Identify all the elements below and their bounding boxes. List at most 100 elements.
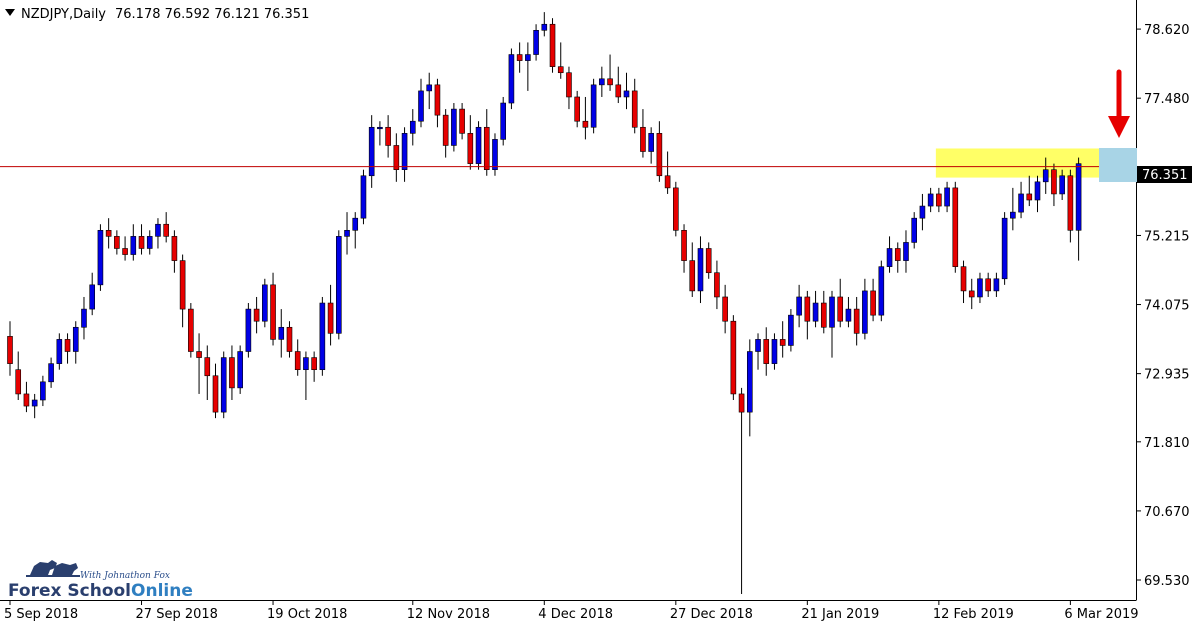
candle: [599, 66, 605, 97]
candle: [368, 115, 375, 188]
candle-body: [820, 302, 827, 328]
candle-body: [475, 126, 482, 164]
candle: [401, 127, 408, 182]
candle: [681, 224, 687, 273]
candle-body: [845, 308, 852, 322]
candle-body: [171, 236, 178, 261]
candle-body: [525, 54, 531, 61]
candle: [1001, 212, 1008, 285]
candle-body: [204, 357, 211, 377]
candle: [500, 96, 507, 146]
candle-body: [451, 108, 457, 146]
candle: [262, 278, 268, 328]
candle: [196, 333, 202, 394]
candle-body: [590, 84, 597, 128]
candle: [492, 133, 498, 176]
candle-body: [804, 296, 811, 322]
candle: [23, 381, 30, 413]
candle: [212, 363, 219, 419]
candle-body: [730, 320, 737, 395]
logo-wordmark: Forex SchoolOnline: [8, 581, 193, 601]
candle: [483, 109, 490, 176]
candle-body: [689, 260, 696, 292]
candle: [418, 78, 424, 128]
candle: [903, 230, 909, 273]
candle: [590, 78, 597, 134]
candle-body: [72, 326, 79, 352]
candle: [541, 12, 548, 37]
candle-body: [574, 96, 580, 122]
candle-body: [705, 248, 712, 274]
candle-body: [763, 339, 770, 364]
candle: [779, 321, 786, 358]
candle: [746, 339, 753, 437]
candle: [1059, 169, 1065, 200]
candle-body: [64, 339, 71, 352]
candle-body: [377, 126, 383, 130]
x-tick-label: 19 Oct 2018: [267, 607, 347, 622]
candle: [952, 181, 959, 273]
y-tick-label: 78.620: [1144, 23, 1190, 38]
candle: [146, 230, 153, 255]
bull-bear-logo-icon: [26, 560, 80, 577]
candle: [352, 212, 359, 249]
candle: [188, 303, 194, 358]
candle: [105, 218, 112, 249]
candle: [1026, 175, 1033, 207]
candle: [245, 303, 252, 358]
candle: [81, 296, 87, 340]
candle: [763, 327, 770, 376]
candle: [434, 78, 441, 128]
candle-body: [368, 126, 375, 177]
candle: [1034, 175, 1041, 213]
candle: [278, 309, 285, 358]
candle-body: [1075, 163, 1082, 231]
candle-body: [960, 266, 967, 292]
y-tick-label: 71.810: [1144, 436, 1190, 451]
y-tick-label: 77.480: [1144, 92, 1190, 107]
header-dropdown-icon[interactable]: [5, 9, 15, 16]
brand-logo: With Johnathon Fox Forex SchoolOnline: [8, 560, 193, 601]
logo-name-part1: Forex School: [8, 581, 131, 601]
y-tick-label: 75.215: [1144, 229, 1190, 244]
current-price-label: 76.351: [1142, 168, 1188, 183]
candle-body: [508, 54, 515, 104]
candle-body: [870, 290, 876, 316]
candle: [204, 345, 211, 400]
candle-body: [237, 351, 243, 389]
candle: [229, 345, 235, 400]
candle-body: [319, 302, 326, 370]
candle-body: [566, 72, 572, 98]
candle: [919, 193, 926, 231]
candle: [615, 66, 622, 104]
candle-body: [196, 351, 202, 358]
candle: [722, 284, 728, 334]
candle-body: [467, 133, 474, 164]
candle-body: [311, 357, 317, 370]
candle: [689, 242, 696, 297]
candle: [155, 218, 161, 249]
candle-body: [352, 217, 359, 231]
candle-body: [1010, 211, 1016, 219]
candle: [31, 393, 38, 419]
candle-body: [1001, 217, 1008, 280]
candle: [270, 272, 276, 346]
y-axis: 78.620 77.480 75.215 74.075 72.935 71.810 70.6…: [1136, 23, 1192, 589]
candle: [171, 230, 178, 273]
candle-body: [179, 260, 186, 310]
candle: [870, 278, 876, 322]
candle: [1075, 157, 1082, 261]
candle: [303, 351, 309, 400]
candle-body: [303, 357, 309, 370]
candle: [944, 181, 950, 213]
candle: [582, 96, 589, 140]
candle-body: [878, 266, 885, 316]
candle: [138, 224, 145, 255]
candle: [812, 290, 819, 328]
candle-body: [829, 296, 835, 328]
x-tick-label: 12 Nov 2018: [407, 607, 490, 622]
candle: [114, 230, 120, 255]
candle: [344, 212, 350, 255]
candle: [89, 272, 95, 316]
candle: [508, 48, 515, 110]
